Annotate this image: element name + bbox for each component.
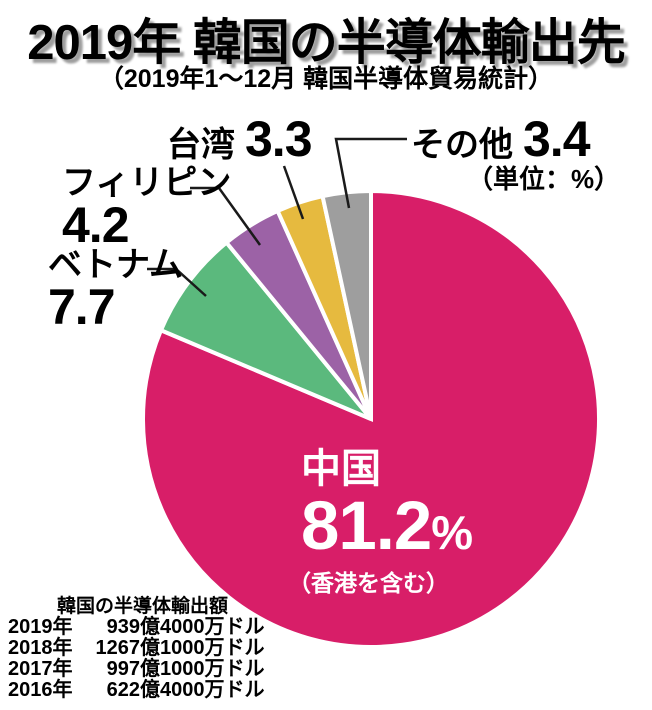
china-percent-sign: % — [431, 506, 473, 559]
export-row-amount-unit: 億4000万ドル — [140, 616, 265, 638]
export-row: 2019年 939 億4000万ドル — [8, 617, 265, 638]
page-subtitle: （2019年1～12月 韓国半導体貿易統計） — [98, 65, 554, 93]
callout-china-note: （香港を含む） — [288, 570, 449, 596]
callout-china-label: 中国 — [301, 447, 381, 491]
export-row-amount-unit: 億1000万ドル — [140, 658, 265, 680]
pie-slice-vietnam — [158, 239, 373, 421]
export-value-table: 韓国の半導体輸出額 2019年 939 億4000万ドル 2018年 1267 億1000… — [8, 597, 265, 701]
page-title: 2019年 韓国の半導体輸出先 — [27, 16, 626, 70]
callout-vietnam-label: ベトナム — [48, 246, 183, 284]
leader-line-others — [334, 137, 407, 209]
callout-others-label: その他 — [411, 126, 513, 164]
export-row-amount-number: 1267 — [95, 637, 141, 659]
export-table-rows: 2019年 939 億4000万ドル 2018年 1267 億1000万ドル 2017年 99… — [8, 617, 265, 701]
export-row: 2017年 997 億1000万ドル — [8, 659, 265, 680]
unit-note: （単位：%） — [467, 164, 621, 194]
callout-vietnam: ベトナム 7.7 — [48, 245, 183, 335]
callout-taiwan-label: 台湾 — [167, 126, 235, 164]
callout-others: その他 3.4 — [411, 110, 591, 168]
callout-philippines: フィリピン 4.2 — [62, 163, 232, 253]
callout-others-value: 3.4 — [523, 111, 591, 167]
export-row: 2016年 622 億4000万ドル — [8, 680, 265, 701]
china-percent-number: 81.2 — [301, 487, 432, 564]
export-row-year: 2017年 — [8, 658, 73, 680]
export-row-amount-number: 997 — [106, 658, 140, 680]
callout-china-value: 81.2% — [301, 491, 473, 568]
export-row-amount-unit: 億1000万ドル — [140, 637, 265, 659]
export-row-year: 2018年 — [8, 637, 73, 659]
export-row-amount-number: 939 — [106, 616, 140, 638]
callout-china: 中国 81.2% （香港を含む） — [288, 447, 473, 596]
callout-taiwan-value: 3.3 — [245, 111, 313, 167]
export-row-amount-number: 622 — [106, 679, 140, 701]
callout-vietnam-value: 7.7 — [48, 279, 116, 335]
pie-slices-group — [141, 188, 601, 649]
leader-line-taiwan — [282, 165, 305, 220]
leader-line-philippines — [190, 186, 262, 246]
export-row-year: 2016年 — [8, 679, 73, 701]
export-table-title: 韓国の半導体輸出額 — [57, 596, 229, 617]
export-row: 2018年 1267 億1000万ドル — [8, 638, 265, 659]
callout-taiwan: 台湾 3.3 — [167, 110, 313, 168]
callout-philippines-value: 4.2 — [62, 197, 130, 253]
export-row-amount-unit: 億4000万ドル — [140, 679, 265, 701]
export-row-year: 2019年 — [8, 616, 73, 638]
callout-philippines-label: フィリピン — [62, 164, 232, 202]
leader-line-vietnam — [147, 267, 207, 297]
